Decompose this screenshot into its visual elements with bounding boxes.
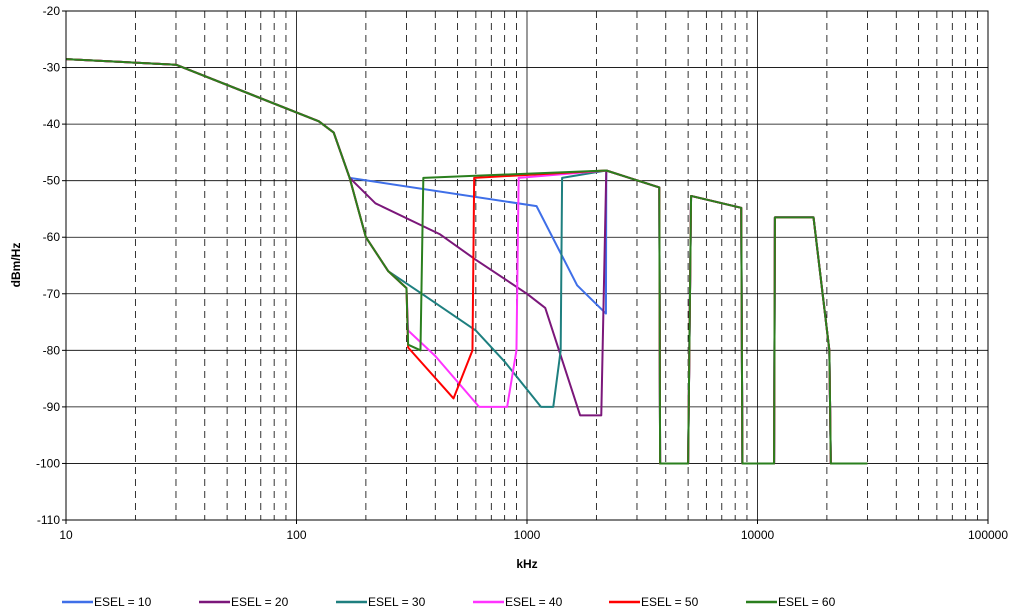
series-line-esel-60 [65,58,868,465]
y-tick-label: -40 [43,117,61,131]
legend-item: ESEL = 20 [199,595,289,609]
y-tick-label: -60 [43,230,61,244]
legend-label: ESEL = 10 [94,595,152,609]
legend: ESEL = 10 ESEL = 20 ESEL = 30 ESEL = 40 ESEL… [62,595,836,609]
legend-label: ESEL = 20 [231,595,289,609]
x-tick-label: 100000 [968,528,1008,542]
y-tick-label: -80 [43,343,61,357]
x-axis-ticks: 10 100 1000 10000 100000 [59,520,1008,542]
y-tick-label: -30 [43,61,61,75]
y-tick-label: -90 [43,400,61,414]
legend-label: ESEL = 50 [641,595,699,609]
legend-label: ESEL = 30 [368,595,426,609]
legend-item: ESEL = 10 [62,595,152,609]
legend-label: ESEL = 60 [778,595,836,609]
x-axis-title: kHz [516,557,537,571]
x-tick-label: 100 [286,528,306,542]
y-tick-label: -70 [43,287,61,301]
x-tick-label: 1000 [514,528,541,542]
y-tick-label: -20 [43,4,61,18]
y-tick-label: -50 [43,174,61,188]
legend-item: ESEL = 40 [473,595,563,609]
y-axis-ticks: -20 -30 -40 -50 -60 -70 -80 -90 -100 -110 [36,4,66,527]
series-layer [65,58,868,465]
legend-label: ESEL = 40 [505,595,563,609]
legend-item: ESEL = 50 [609,595,699,609]
y-tick-label: -110 [37,513,60,527]
y-tick-label: -100 [36,456,60,470]
x-tick-label: 10000 [741,528,775,542]
legend-item: ESEL = 30 [336,595,426,609]
y-axis-title: dBm/Hz [9,243,23,288]
legend-item: ESEL = 60 [746,595,836,609]
x-tick-label: 10 [59,528,73,542]
